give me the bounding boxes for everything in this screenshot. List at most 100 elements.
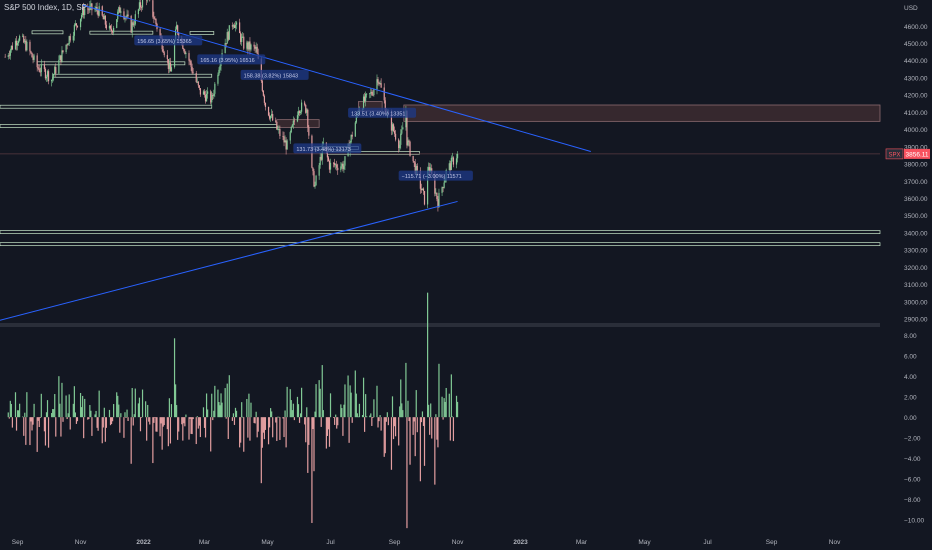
candle-body [336, 164, 338, 168]
histogram-bar [401, 403, 403, 418]
candle-body [185, 53, 187, 54]
supply-zone [403, 104, 881, 122]
time-tick-label: Nov [829, 539, 841, 546]
histogram-bar [199, 417, 201, 438]
histogram-bar [413, 417, 415, 422]
candle-body [427, 170, 429, 205]
histogram-bar [102, 417, 104, 428]
candle-body [293, 120, 295, 122]
candle-body [123, 11, 125, 19]
candle-body [31, 52, 33, 58]
candle-body [350, 134, 352, 143]
histogram-bar [225, 417, 227, 419]
histogram-bar [88, 417, 90, 419]
histogram-bar [90, 410, 92, 418]
measure-label: 133.51 (3.40%) 13351 [351, 111, 405, 117]
histogram-bar [356, 413, 358, 418]
histogram-bar [214, 385, 216, 418]
candle-body [204, 94, 207, 102]
candle-body [407, 140, 409, 146]
histogram-bar [65, 395, 67, 418]
histogram-bar [305, 417, 307, 443]
candle-body [37, 67, 39, 69]
candle-body [205, 93, 208, 102]
histogram-bar [87, 417, 89, 420]
price-tick-label: 4600.00 [904, 24, 928, 31]
histogram-bar [326, 417, 329, 436]
histogram-bar [394, 417, 397, 437]
candle-body [191, 66, 193, 73]
candle-body [308, 127, 310, 136]
histogram-bar [148, 417, 150, 422]
candle-body [434, 174, 436, 194]
candle-body [261, 80, 263, 91]
histogram-bar [224, 388, 226, 418]
indicator-tick-label: 4.00 [904, 374, 917, 381]
histogram-bar [234, 407, 237, 418]
candle-body [249, 41, 251, 50]
candle-body [163, 52, 165, 56]
histogram-bar [342, 417, 344, 436]
candle-body [167, 59, 169, 69]
histogram-bar [80, 407, 83, 418]
candle-body [243, 36, 245, 49]
time-tick-label: May [638, 539, 651, 546]
candle-body [409, 141, 411, 156]
histogram-bar [385, 417, 387, 422]
histogram-bar [391, 396, 394, 418]
candle-body [289, 132, 291, 141]
candle-body [313, 171, 315, 187]
price-tick-label: 3800.00 [904, 162, 928, 169]
candle-body [127, 14, 129, 16]
histogram-bar [383, 417, 385, 457]
histogram-bar [436, 417, 438, 440]
histogram-bar [442, 417, 444, 420]
histogram-bar [167, 417, 169, 447]
histogram-bar [292, 403, 294, 418]
candle-body [177, 25, 179, 34]
price-tick-label: 4500.00 [904, 41, 928, 48]
histogram-bar [351, 417, 353, 423]
histogram-bar [249, 417, 251, 441]
candle-body [126, 14, 128, 18]
candle-body [420, 188, 423, 191]
candle-body [341, 163, 343, 167]
candle-body [340, 166, 342, 171]
histogram-bar [196, 416, 198, 418]
candle-body [449, 163, 451, 171]
histogram-bar [198, 417, 200, 426]
histogram-bar [428, 404, 430, 418]
candle-body [240, 33, 242, 42]
histogram-bar [408, 417, 410, 422]
histogram-bar [141, 389, 144, 418]
histogram-bar [137, 403, 140, 418]
candle-body [140, 7, 143, 9]
histogram-bar [79, 392, 82, 418]
measure-label-box [398, 170, 473, 181]
histogram-bar [322, 410, 324, 418]
candle-body [318, 165, 320, 176]
time-tick-label: Sep [766, 539, 778, 546]
candle-body [94, 9, 96, 11]
candle-body [452, 157, 455, 165]
candle-body [428, 167, 430, 171]
histogram-bar [271, 411, 273, 418]
candle-body [54, 66, 56, 75]
candle-body [217, 74, 219, 84]
histogram-bar [308, 417, 310, 445]
candle-body [137, 9, 140, 15]
histogram-bar [163, 417, 165, 426]
candle-body [25, 40, 27, 51]
histogram-bar [89, 405, 91, 418]
candle-body [8, 55, 10, 57]
candle-body [51, 79, 53, 82]
horizontal-level [89, 30, 154, 35]
histogram-bar [282, 417, 284, 419]
histogram-bar [431, 417, 433, 439]
histogram-bar [227, 417, 229, 439]
histogram-bar [263, 417, 266, 440]
candle-body [55, 66, 57, 74]
candle-body [90, 3, 92, 6]
